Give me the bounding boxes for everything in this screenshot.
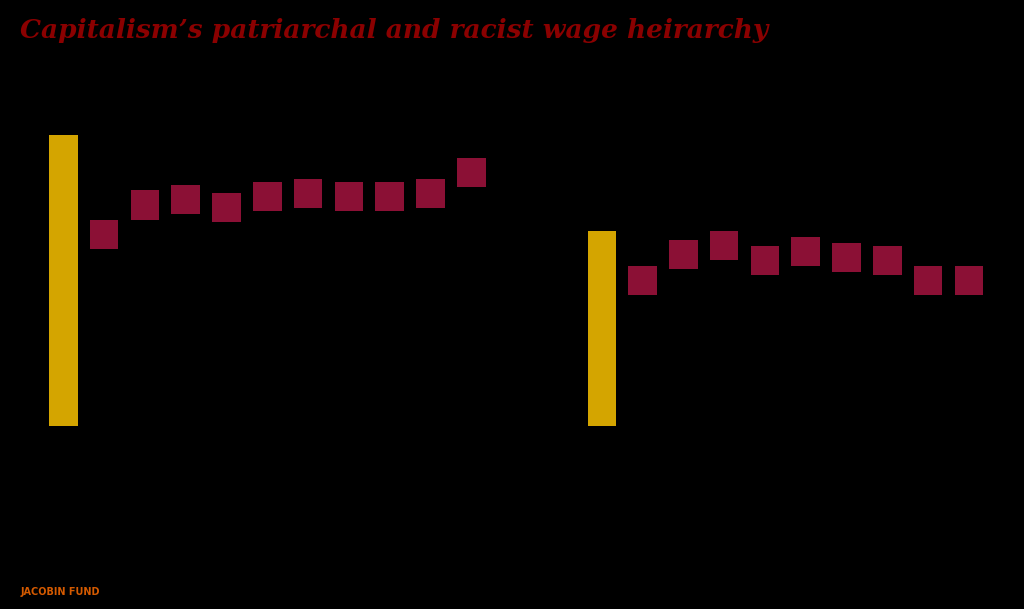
Bar	[294, 178, 323, 208]
Bar	[588, 231, 616, 426]
Bar	[212, 193, 241, 222]
Bar	[416, 178, 444, 208]
Bar	[751, 245, 779, 275]
Bar	[792, 237, 820, 266]
Bar	[629, 266, 656, 295]
Bar	[833, 243, 861, 272]
Bar	[954, 266, 983, 295]
Bar	[376, 181, 403, 211]
Text: Capitalism’s patriarchal and racist wage heirarchy: Capitalism’s patriarchal and racist wage…	[20, 18, 769, 43]
Bar	[913, 266, 942, 295]
Bar	[131, 191, 159, 219]
Bar	[873, 245, 901, 275]
Bar	[669, 240, 697, 269]
Bar	[335, 181, 364, 211]
Bar	[171, 185, 200, 214]
Text: JACOBIN FUND: JACOBIN FUND	[20, 587, 100, 597]
Bar	[253, 181, 282, 211]
Bar	[49, 135, 78, 426]
Bar	[710, 231, 738, 260]
Bar	[457, 158, 485, 188]
Bar	[90, 219, 119, 248]
